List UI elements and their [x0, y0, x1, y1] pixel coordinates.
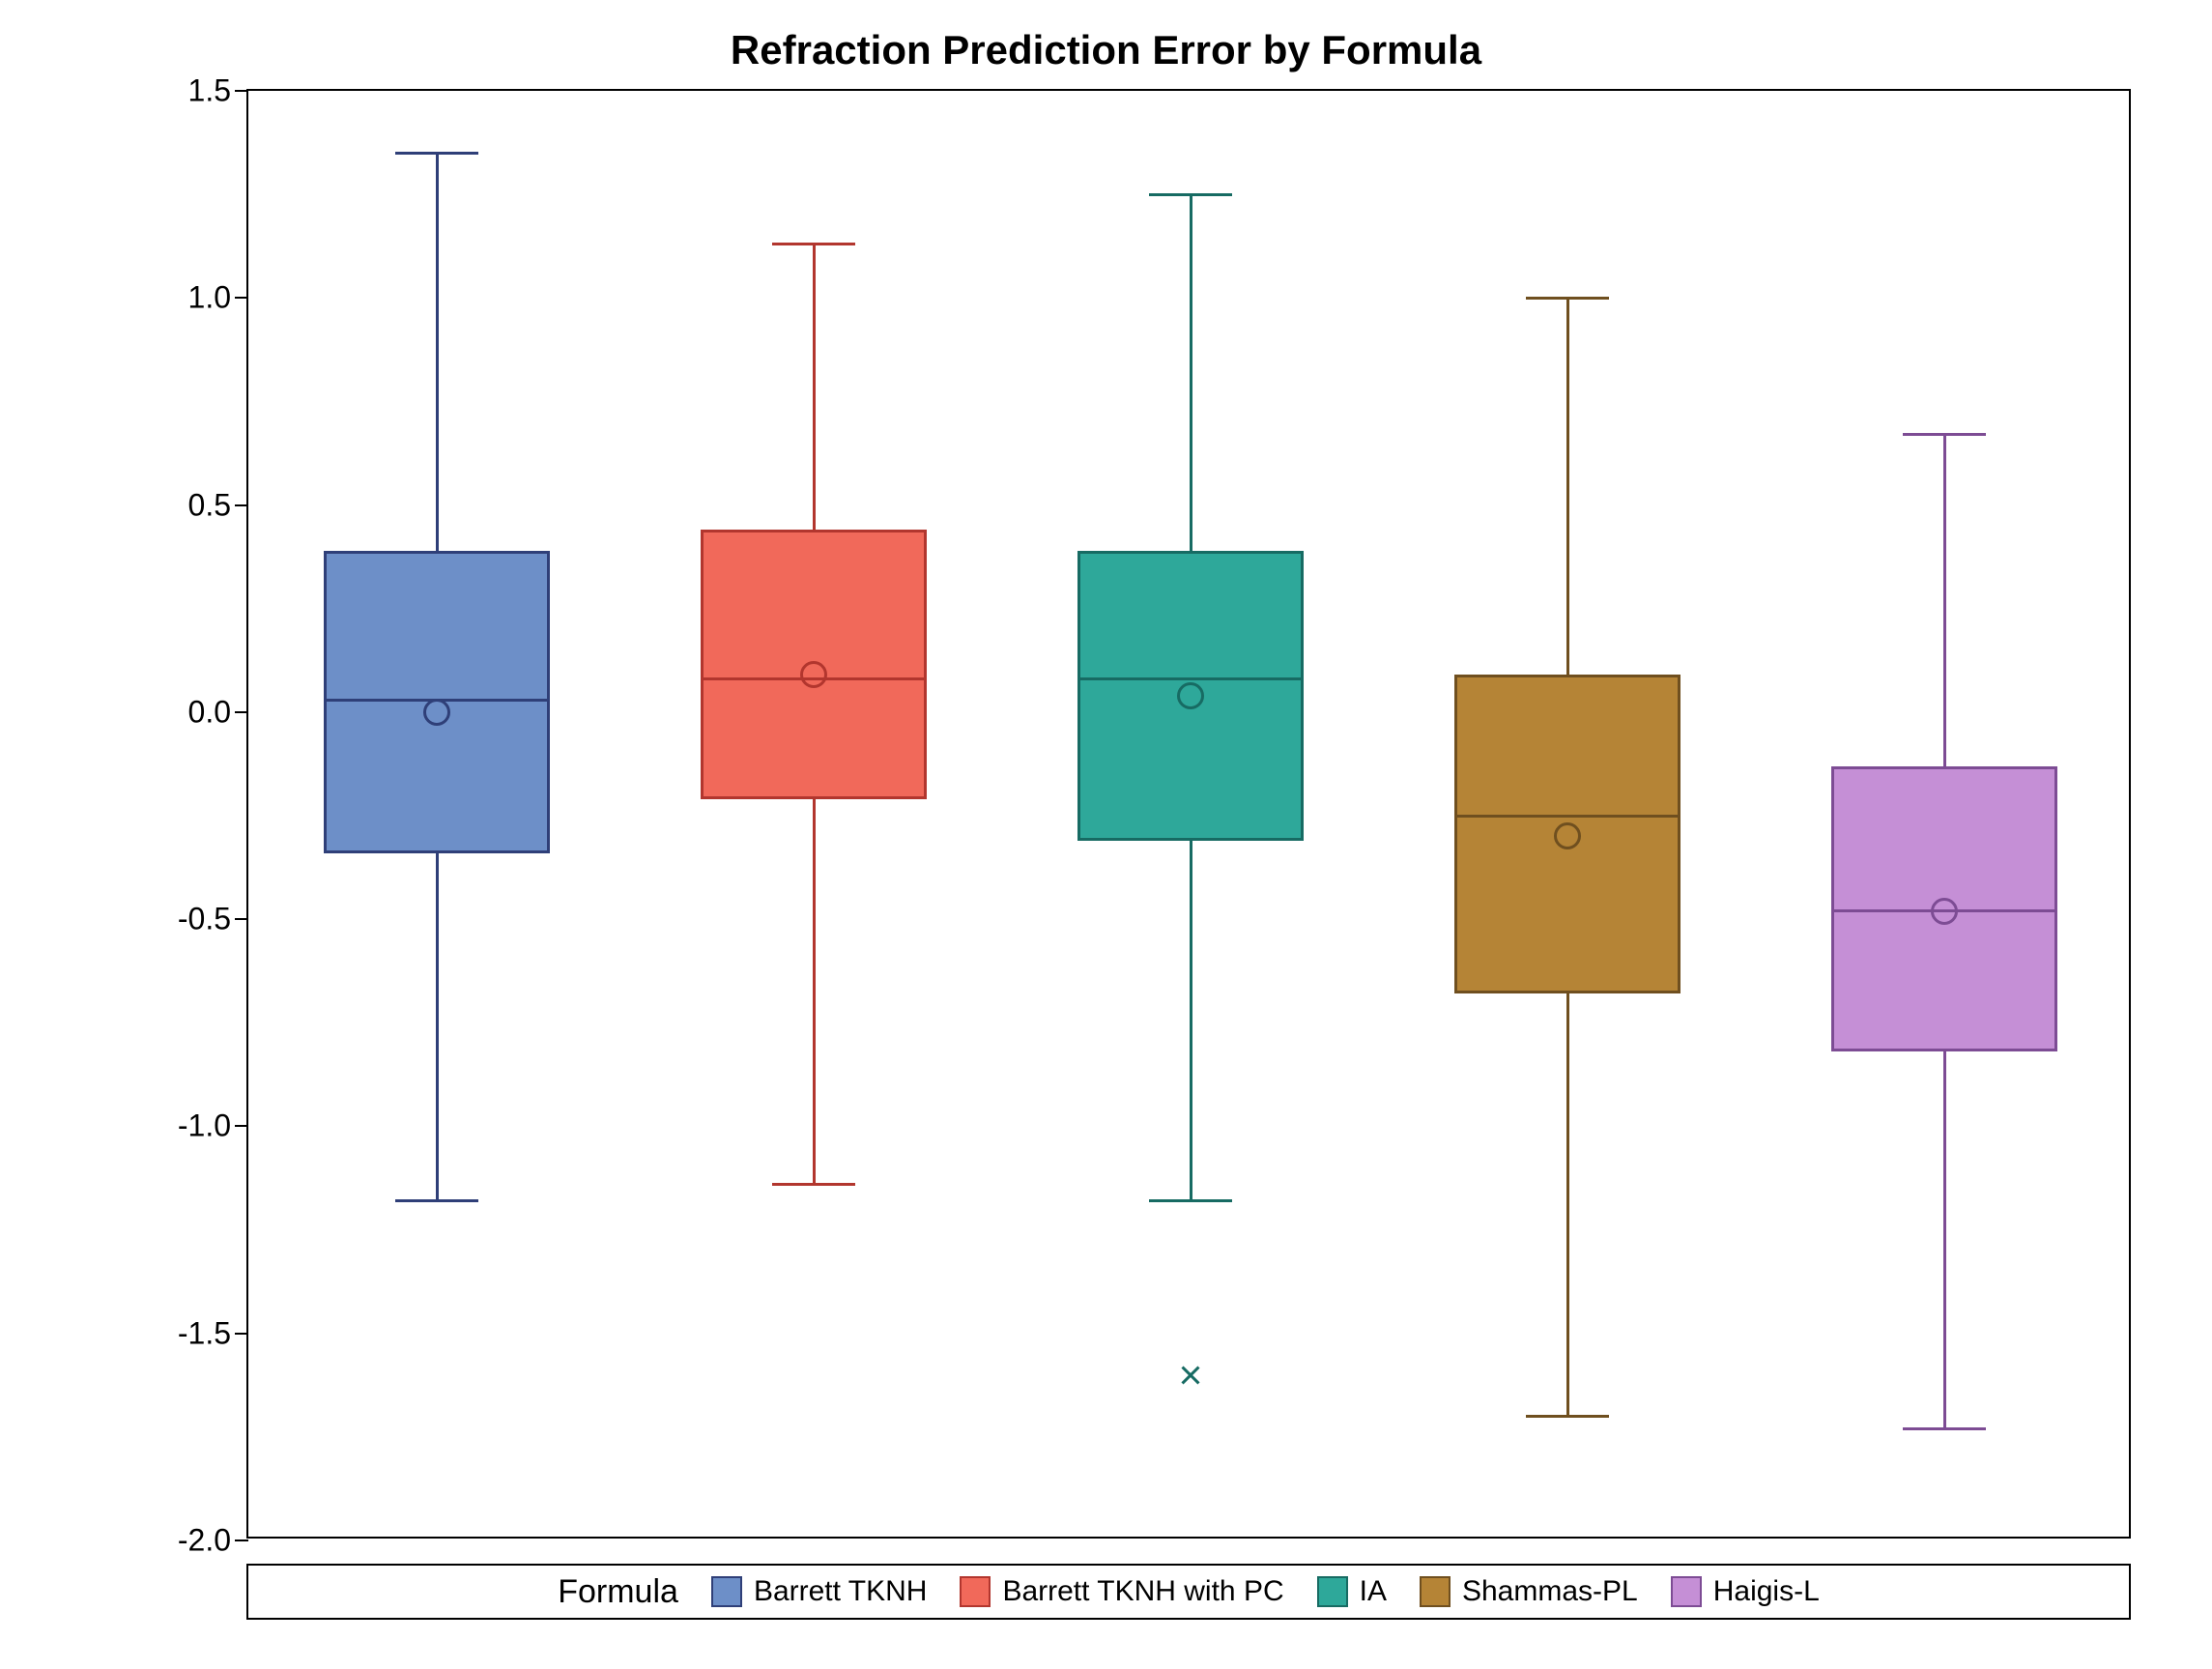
- y-tick-label: -2.0: [178, 1523, 231, 1559]
- legend-item: Barrett TKNH with PC: [960, 1575, 1283, 1608]
- y-tick-label: 1.5: [188, 73, 231, 109]
- y-tick-mark: [235, 918, 248, 920]
- whisker-cap-upper: [772, 243, 855, 245]
- y-tick-label: 0.5: [188, 487, 231, 523]
- whisker-lower: [1566, 993, 1569, 1416]
- whisker-upper: [1943, 435, 1946, 766]
- y-tick-mark: [235, 297, 248, 299]
- mean-marker: [1177, 682, 1204, 709]
- whisker-cap-upper: [1526, 297, 1609, 300]
- legend-item: Barrett TKNH: [711, 1575, 928, 1608]
- y-tick-mark: [235, 1333, 248, 1335]
- y-tick-label: -1.0: [178, 1108, 231, 1144]
- legend-swatch: [960, 1576, 991, 1607]
- whisker-cap-lower: [772, 1183, 855, 1186]
- legend-item: Shammas-PL: [1420, 1575, 1638, 1608]
- legend-label: Barrett TKNH: [754, 1575, 928, 1608]
- whisker-cap-lower: [1903, 1427, 1986, 1430]
- whisker-lower: [436, 853, 439, 1201]
- whisker-lower: [1190, 841, 1192, 1201]
- legend-swatch: [1671, 1576, 1702, 1607]
- whisker-cap-lower: [1149, 1199, 1232, 1202]
- y-tick-label: -1.5: [178, 1315, 231, 1351]
- y-tick-mark: [235, 711, 248, 713]
- mean-marker: [1931, 898, 1958, 925]
- legend-label: Barrett TKNH with PC: [1002, 1575, 1283, 1608]
- whisker-cap-lower: [1526, 1415, 1609, 1418]
- whisker-cap-upper: [1149, 193, 1232, 196]
- whisker-lower: [1943, 1051, 1946, 1428]
- y-tick-label: -0.5: [178, 902, 231, 937]
- legend-label: Haigis-L: [1713, 1575, 1820, 1608]
- whisker-cap-lower: [395, 1199, 478, 1202]
- y-tick-label: 0.0: [188, 694, 231, 730]
- y-tick-mark: [235, 1125, 248, 1127]
- mean-marker: [423, 699, 450, 726]
- y-tick-mark: [235, 90, 248, 92]
- legend-item: Haigis-L: [1671, 1575, 1820, 1608]
- whisker-cap-upper: [1903, 433, 1986, 436]
- whisker-upper: [1190, 194, 1192, 551]
- y-tick-label: 1.0: [188, 280, 231, 316]
- legend-item: IA: [1317, 1575, 1387, 1608]
- whisker-upper: [1566, 298, 1569, 675]
- legend-swatch: [1420, 1576, 1451, 1607]
- chart-title: Refraction Prediction Error by Formula: [0, 27, 2212, 73]
- y-tick-mark: [235, 1540, 248, 1541]
- chart-container: Refraction Prediction Error by Formula R…: [0, 0, 2212, 1669]
- legend-title: Formula: [558, 1573, 678, 1611]
- median-line: [1454, 815, 1681, 818]
- legend: Formula Barrett TKNH Barrett TKNH with PC…: [246, 1564, 2131, 1620]
- legend-label: Shammas-PL: [1462, 1575, 1638, 1608]
- legend-label: IA: [1360, 1575, 1387, 1608]
- plot-area: -2.0-1.5-1.0-0.50.00.51.01.5: [246, 89, 2131, 1539]
- whisker-lower: [813, 799, 816, 1185]
- y-tick-mark: [235, 504, 248, 506]
- legend-swatch: [1317, 1576, 1348, 1607]
- whisker-upper: [813, 245, 816, 531]
- whisker-cap-upper: [395, 152, 478, 155]
- median-line: [1077, 677, 1304, 680]
- whisker-upper: [436, 153, 439, 550]
- legend-swatch: [711, 1576, 742, 1607]
